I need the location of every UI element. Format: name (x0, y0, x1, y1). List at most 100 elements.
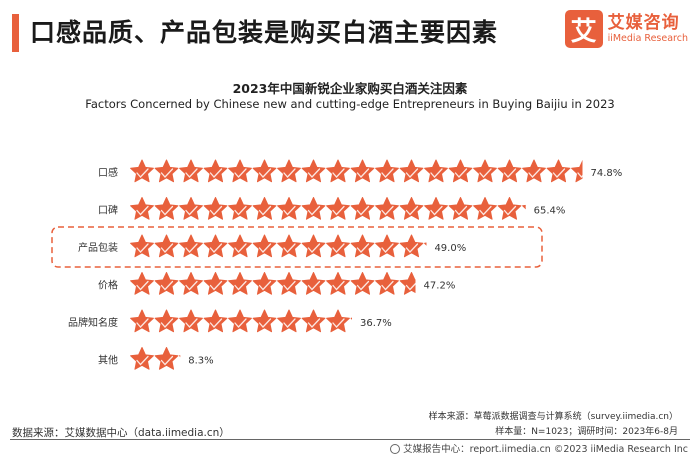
star-mark (375, 197, 399, 220)
star-mark (399, 234, 424, 258)
check-icon (136, 205, 149, 216)
logo-name-en: iiMedia Research (607, 33, 688, 44)
star-mark (350, 272, 375, 295)
star-bar (130, 197, 526, 220)
category-label: 品牌知名度 (68, 316, 118, 329)
check-icon (136, 243, 149, 253)
check-icon (160, 280, 174, 291)
check-icon (209, 168, 223, 178)
logo-mark-icon: 艾 (564, 10, 603, 48)
star-mark (252, 309, 277, 333)
star-mark (399, 197, 424, 220)
star-bar (130, 309, 353, 333)
star-mark (399, 159, 424, 183)
value-label: 74.8% (591, 168, 623, 179)
check-icon (381, 168, 394, 178)
check-icon (454, 168, 468, 178)
category-label: 产品包装 (78, 241, 118, 254)
check-icon (356, 168, 370, 178)
title-accent-bar (12, 14, 19, 52)
star-mark (179, 272, 203, 295)
value-label: 36.7% (360, 318, 392, 329)
check-icon (283, 243, 296, 253)
star-mark (154, 159, 179, 183)
star-mark (179, 197, 203, 220)
star-mark (473, 159, 497, 183)
check-icon (234, 243, 247, 253)
check-icon (405, 243, 419, 253)
star-mark (130, 272, 154, 295)
check-icon (185, 280, 198, 291)
sample-source-note: 样本来源：草莓派数据调查与计算系统（survey.iimedia.cn） (428, 412, 678, 422)
star-mark (154, 347, 179, 370)
star-mark (130, 234, 154, 258)
check-icon (332, 318, 345, 328)
star-mark (350, 159, 375, 183)
star-mark (326, 197, 350, 220)
value-label: 65.4% (534, 206, 566, 217)
check-icon (160, 355, 174, 366)
check-icon (381, 243, 394, 253)
star-mark (179, 159, 203, 183)
check-icon (258, 205, 272, 216)
star-mark (350, 317, 353, 320)
check-icon (136, 355, 149, 366)
check-icon (185, 205, 198, 216)
star-mark (301, 159, 326, 183)
star-mark (350, 234, 375, 258)
check-icon (283, 318, 296, 328)
check-icon (332, 168, 345, 178)
star-mark (130, 309, 154, 333)
star-mark (301, 234, 326, 258)
check-icon (528, 168, 541, 178)
star-mark (130, 159, 154, 183)
check-icon (160, 168, 174, 178)
star-mark (375, 234, 399, 258)
check-icon (234, 280, 247, 291)
star-mark (301, 272, 326, 295)
check-icon (307, 280, 321, 291)
category-label: 口感 (98, 166, 118, 179)
check-icon (381, 280, 394, 291)
check-icon (454, 205, 468, 216)
star-mark (301, 197, 326, 220)
star-mark (203, 197, 228, 220)
star-mark (228, 272, 252, 295)
check-icon (258, 168, 272, 178)
star-mark (228, 197, 252, 220)
check-icon (209, 280, 223, 291)
check-icon (258, 318, 272, 328)
star-mark (203, 159, 228, 183)
check-icon (209, 205, 223, 216)
check-icon (234, 318, 247, 328)
check-icon (209, 318, 223, 328)
check-icon (381, 205, 394, 216)
check-icon (356, 205, 370, 216)
check-icon (430, 205, 443, 216)
data-source-note: 数据来源：艾媒数据中心（data.iimedia.cn） (12, 427, 230, 439)
star-mark (497, 159, 522, 183)
star-bar (130, 347, 181, 370)
copyright-text: 艾媒报告中心：report.iimedia.cn ©2023 iiMedia R… (403, 444, 688, 455)
star-mark (326, 159, 350, 183)
check-icon (356, 280, 370, 291)
star-mark (130, 197, 154, 220)
check-icon (356, 243, 370, 253)
star-mark (326, 234, 350, 258)
star-mark (179, 355, 181, 358)
star-mark (399, 272, 416, 295)
star-mark (375, 159, 399, 183)
chart-title: 2023年中国新锐企业家购买白酒关注因素 (232, 81, 468, 96)
logo-name-cn: 艾媒咨询 (607, 13, 680, 33)
category-label: 价格 (98, 279, 118, 292)
star-mark (277, 159, 301, 183)
logo-text: 艾媒咨询 iiMedia Research (608, 13, 688, 45)
star-mark (203, 234, 228, 258)
check-icon (234, 205, 247, 216)
star-mark (473, 197, 497, 220)
star-mark (252, 234, 277, 258)
star-mark (350, 197, 375, 220)
star-mark (179, 234, 203, 258)
footer-divider (10, 439, 690, 440)
